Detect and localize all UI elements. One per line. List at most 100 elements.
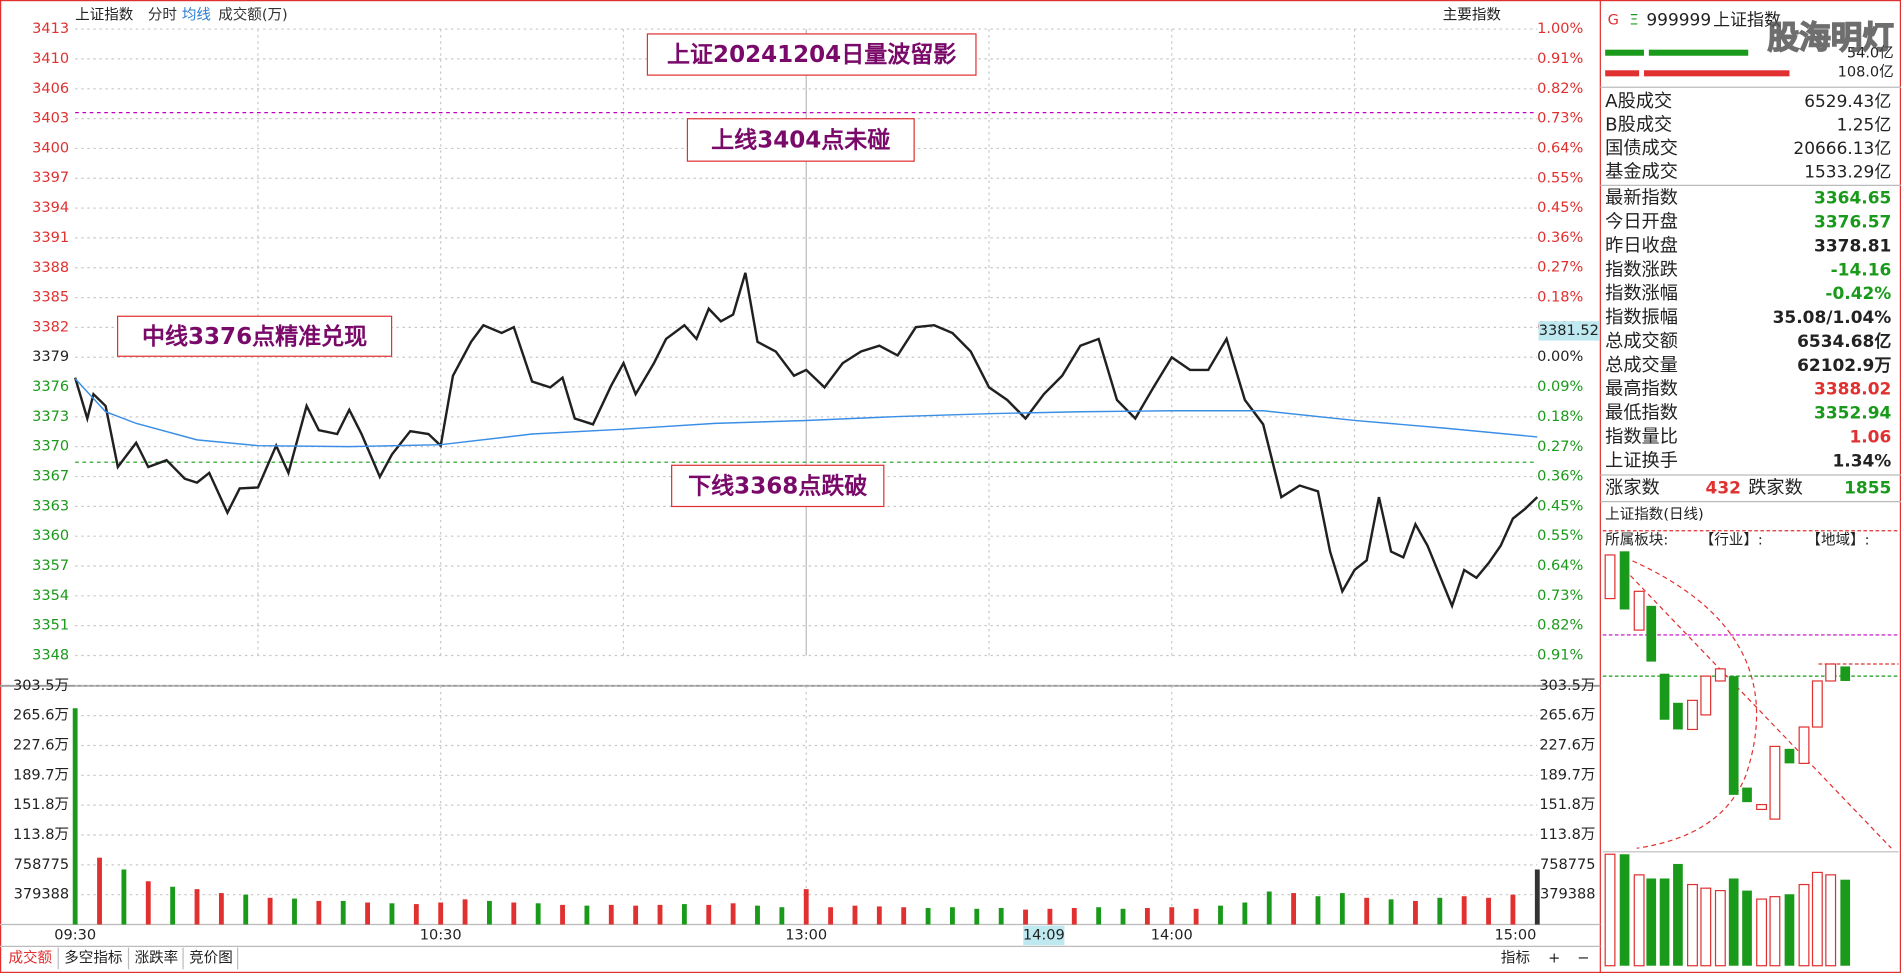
volume-bar	[779, 907, 785, 925]
candle	[1687, 699, 1698, 731]
volume-bar	[730, 903, 736, 925]
row-value: 3378.81	[1814, 235, 1891, 255]
y2-tick-label: 0.09%	[1537, 379, 1583, 395]
mini-curve	[1624, 556, 1758, 849]
right-button[interactable]: 指标	[1501, 949, 1530, 966]
row-value: -14.16	[1831, 259, 1892, 279]
volume-bar	[584, 905, 590, 925]
mini-volume	[1728, 878, 1739, 966]
x-tick-label: 09:30	[54, 927, 96, 943]
row-label: 最高指数	[1605, 379, 1678, 400]
bottom-tab[interactable]: 涨跌率	[135, 949, 179, 966]
row-value: 6529.43亿	[1804, 91, 1891, 111]
volume-bar	[901, 907, 907, 925]
y2-tick-label: 0.55%	[1537, 170, 1583, 186]
volume-bar	[1169, 907, 1175, 925]
y2-tick-label: 0.82%	[1537, 618, 1583, 634]
candle	[1673, 702, 1683, 730]
mini-volume	[1700, 887, 1712, 967]
y-tick-label: 3385	[32, 290, 69, 306]
y2-tick-label: 151.8万	[1539, 797, 1595, 813]
y-tick-label: 3388	[32, 260, 69, 276]
main-index[interactable]: 主要指数	[1443, 7, 1502, 24]
bottom-tab[interactable]: 竞价图	[189, 948, 233, 966]
volume-bar	[803, 889, 809, 925]
candle	[1619, 551, 1630, 610]
volume-bar	[560, 904, 565, 925]
volume-bar	[657, 904, 663, 925]
mini-volume	[1633, 874, 1645, 967]
volume-bar	[389, 903, 395, 925]
y2-tick-label: 0.45%	[1537, 200, 1583, 216]
y2-tick-label: 0.27%	[1537, 260, 1583, 276]
y-tick-label: 113.8万	[13, 827, 69, 843]
y-tick-label: 3360	[32, 528, 69, 544]
cursor-time: 14:09	[1023, 927, 1065, 943]
y2-tick-label: 0.36%	[1537, 469, 1583, 485]
ratio-bar	[1648, 49, 1749, 56]
chart-tab[interactable]: 分时	[148, 7, 177, 24]
annotation: 上线3404点未碰	[711, 127, 890, 154]
bottom-tab[interactable]: 成交额	[8, 948, 52, 966]
mini-volume	[1769, 896, 1781, 967]
chart-tab[interactable]: 均线	[182, 7, 211, 24]
y-tick-label: 3354	[32, 588, 69, 604]
y-tick-label: 3367	[32, 469, 69, 485]
breadth-down: 1855	[1844, 477, 1891, 497]
y2-tick-label: 0.36%	[1537, 230, 1583, 246]
candle	[1659, 673, 1670, 720]
volume-bar	[438, 902, 444, 925]
y2-tick-label: 113.8万	[1539, 827, 1595, 843]
y2-tick-label: 227.6万	[1539, 738, 1595, 754]
mini-volume	[1673, 863, 1683, 966]
y2-tick-label: 379388	[1540, 887, 1595, 903]
right-button[interactable]: −	[1577, 950, 1589, 966]
row-label: 总成交量	[1605, 355, 1678, 376]
candle	[1769, 745, 1781, 820]
code-name: 上证指数	[1713, 10, 1781, 30]
candle	[1784, 748, 1795, 764]
row-value: 3364.65	[1814, 188, 1891, 208]
volume-bar	[1510, 894, 1516, 925]
volume-bar	[633, 905, 639, 925]
volume-bar	[608, 904, 614, 925]
price-line	[74, 272, 1539, 610]
daily-mini-chart	[1602, 530, 1899, 967]
candle	[1756, 803, 1768, 811]
y-tick-label: 3357	[32, 558, 69, 574]
volume-bar	[1315, 896, 1321, 925]
bottom-tab[interactable]: 多空指标	[64, 949, 122, 966]
x-tick-label: 13:00	[785, 927, 827, 943]
y-tick-label: 3363	[32, 498, 69, 514]
y-tick-label: 3373	[32, 409, 69, 425]
volume-bar	[243, 894, 249, 925]
y-tick-label: 3406	[32, 81, 69, 97]
ratio-label: 54.0亿	[1847, 44, 1894, 61]
volume-bar	[1339, 893, 1345, 925]
mini-volume	[1714, 889, 1726, 967]
y-tick-label: 3382	[32, 319, 69, 335]
y-tick-label: 3394	[32, 200, 69, 216]
row-value: 3352.94	[1814, 403, 1891, 423]
mini-volume	[1604, 853, 1616, 967]
chart-tab[interactable]: 成交额(万)	[218, 6, 287, 24]
row-value: 3376.57	[1814, 212, 1891, 232]
x-tick-label: 10:30	[420, 927, 462, 943]
y-tick-label: 3410	[32, 51, 69, 67]
row-label: 基金成交	[1605, 162, 1678, 183]
volume-bar	[1023, 909, 1028, 925]
y-tick-label: 3400	[32, 140, 69, 156]
y2-tick-label: 758775	[1540, 857, 1595, 873]
volume-bar	[97, 857, 102, 925]
breadth-label: 涨家数	[1605, 477, 1660, 498]
y2-tick-label: 0.73%	[1537, 111, 1583, 127]
cursor-value: 3381.52	[1539, 323, 1599, 339]
volume-bar	[1120, 908, 1126, 925]
x-tick-label: 15:00	[1495, 927, 1537, 943]
y-tick-label: 151.8万	[13, 797, 69, 813]
right-button[interactable]: +	[1548, 950, 1560, 966]
volume-bar	[121, 869, 127, 925]
mini-volume	[1619, 854, 1630, 966]
y-tick-label: 3370	[32, 439, 69, 455]
volume-bar	[1144, 908, 1150, 925]
